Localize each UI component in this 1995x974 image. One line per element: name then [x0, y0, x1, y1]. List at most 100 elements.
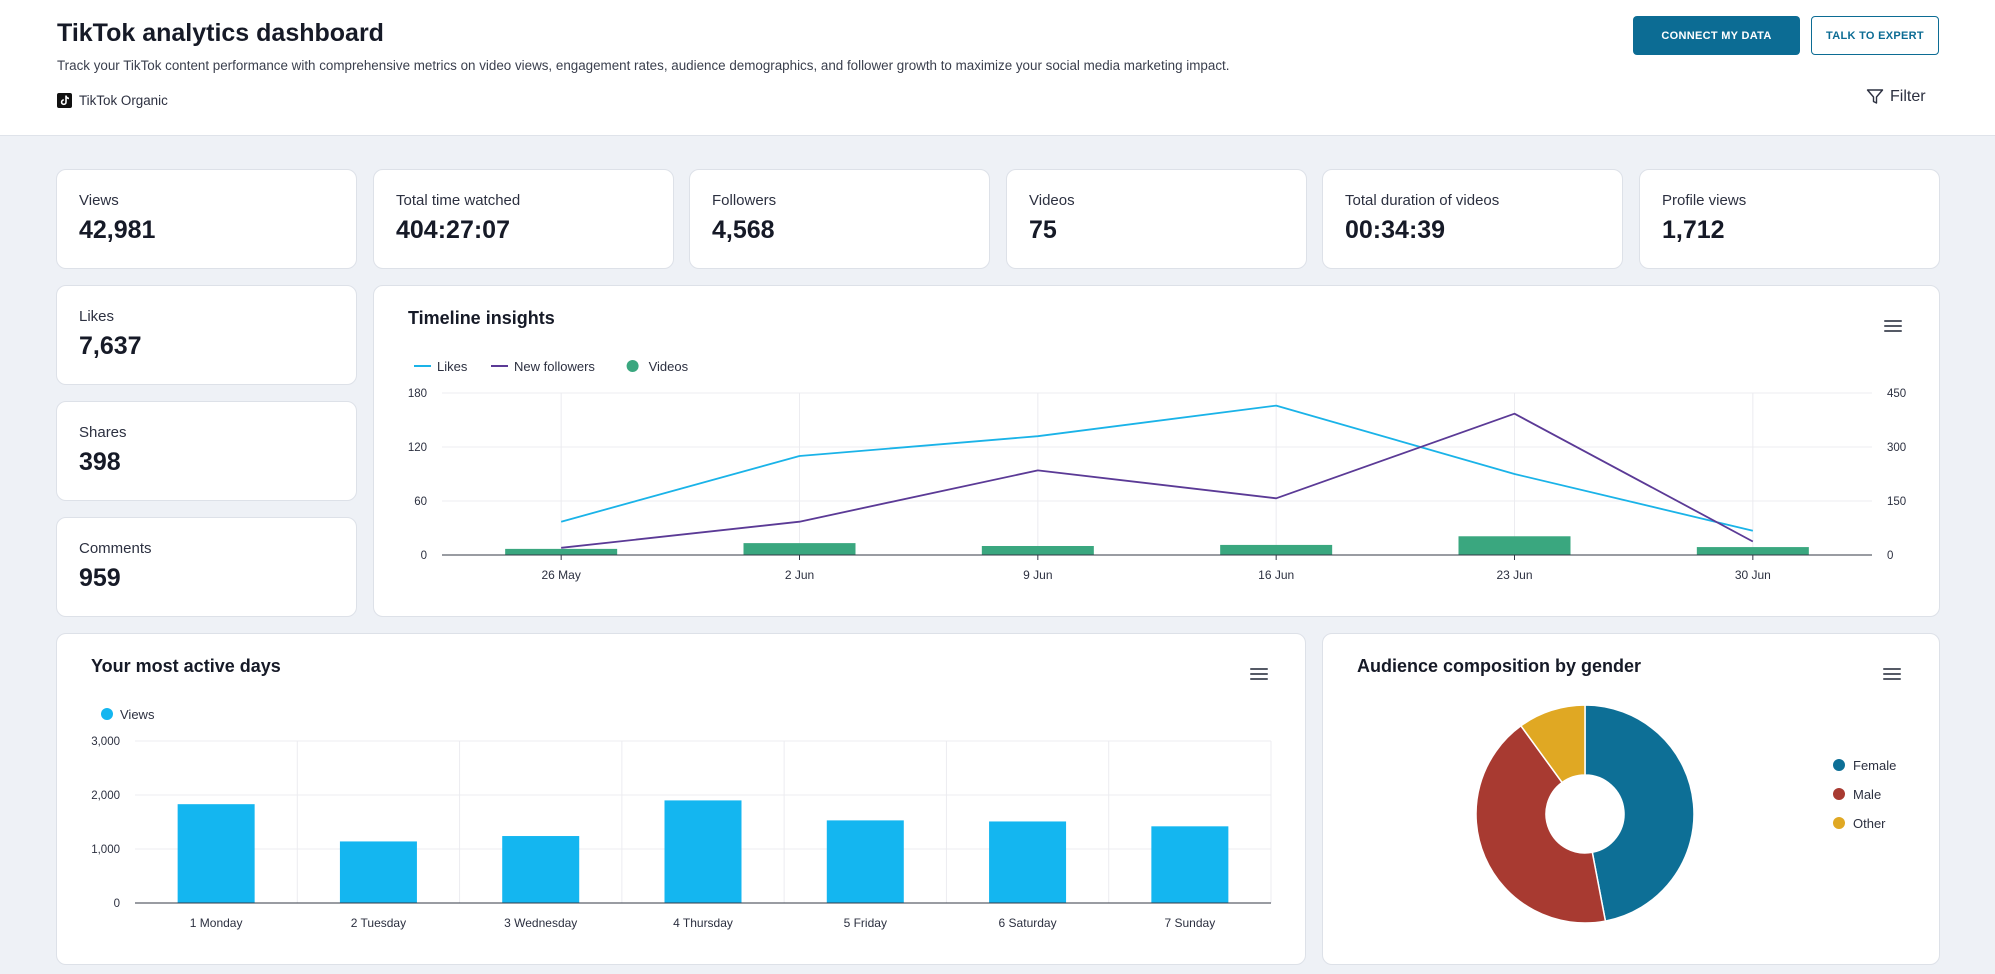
kpi-card-comments: Comments 959 [56, 517, 357, 617]
page-header: TikTok analytics dashboard Track your Ti… [0, 0, 1995, 136]
filter-button[interactable]: Filter [1866, 88, 1926, 106]
chart-menu-icon[interactable] [1250, 668, 1268, 682]
kpi-card-followers: Followers 4,568 [689, 169, 990, 269]
y-right-tick-label: 150 [1887, 496, 1906, 508]
x-tick-label: 3 Wednesday [504, 916, 577, 930]
y-tick-label: 0 [114, 898, 120, 910]
bar-views [826, 820, 904, 903]
bar-videos [1458, 536, 1571, 555]
bar-views [339, 841, 417, 903]
slice-other [1519, 704, 1586, 784]
most-active-days-panel: Your most active days Views 0 1,000 2,000 3,… [56, 633, 1306, 965]
y-right-tick-label: 450 [1887, 388, 1906, 400]
y-right-tick-label: 300 [1887, 442, 1906, 454]
kpi-card-total-time-watched: Total time watched 404:27:07 [373, 169, 674, 269]
kpi-value: 959 [79, 564, 121, 592]
kpi-card-likes: Likes 7,637 [56, 285, 357, 385]
x-tick-label: 1 Monday [190, 916, 243, 930]
x-tick-label: 2 Tuesday [351, 916, 406, 930]
x-tick-label: 23 Jun [1496, 568, 1532, 582]
y-left-tick-label: 180 [408, 388, 427, 400]
x-tick-label: 26 May [541, 568, 580, 582]
y-tick-label: 2,000 [91, 790, 120, 802]
y-tick-label: 1,000 [91, 844, 120, 856]
tiktok-icon [57, 93, 72, 108]
gender-composition-panel: Audience composition by gender Female Mal… [1322, 633, 1940, 965]
kpi-label: Total duration of videos [1345, 192, 1500, 209]
line-likes [560, 404, 1754, 532]
y-right-tick-label: 0 [1887, 550, 1893, 562]
filter-label: Filter [1890, 88, 1926, 105]
bar-views [177, 804, 255, 903]
kpi-label: Shares [79, 424, 127, 441]
bar-videos [1220, 544, 1333, 555]
legend-swatch-videos [626, 360, 639, 372]
timeline-insights-panel: Timeline insights Likes New followers Vide… [373, 285, 1940, 617]
y-left-tick-label: 0 [421, 550, 427, 562]
bar-videos [743, 543, 856, 555]
x-tick-label: 6 Saturday [999, 916, 1057, 930]
legend-swatch-other [1833, 817, 1845, 829]
active-days-chart: Views 0 1,000 2,000 3,000 1 Monday 2 Tuesday 3 … [91, 707, 1272, 930]
timeline-chart: Likes New followers Videos 0 60 120 180 0 150 300… [408, 359, 1906, 582]
kpi-value: 00:34:39 [1345, 216, 1446, 244]
kpi-card-views: Views 42,981 [56, 169, 357, 269]
kpi-card-videos: Videos 75 [1006, 169, 1307, 269]
bar-views [502, 836, 580, 903]
kpi-card-profile-views: Profile views 1,712 [1639, 169, 1940, 269]
x-tick-label: 7 Sunday [1164, 916, 1215, 930]
kpi-card-total-duration: Total duration of videos 00:34:39 [1322, 169, 1623, 269]
panel-title: Your most active days [91, 656, 281, 676]
talk-to-expert-button[interactable]: TALK TO EXPERT [1811, 16, 1939, 55]
bar-videos [981, 546, 1094, 555]
chart-menu-icon[interactable] [1884, 320, 1902, 334]
connect-my-data-button[interactable]: CONNECT MY DATA [1633, 16, 1800, 55]
kpi-value: 7,637 [79, 332, 142, 360]
kpi-label: Total time watched [396, 192, 521, 209]
kpi-value: 404:27:07 [396, 216, 510, 244]
page-title: TikTok analytics dashboard [57, 19, 384, 47]
kpi-label: Views [79, 192, 119, 209]
bar-videos [1696, 547, 1809, 555]
bar-views [989, 821, 1067, 903]
bar-views [1151, 826, 1229, 903]
gender-donut-chart: Female Male Other [1475, 704, 1896, 924]
y-left-tick-label: 120 [408, 442, 427, 454]
chart-menu-icon[interactable] [1883, 668, 1901, 682]
legend-label: Videos [649, 359, 689, 374]
x-tick-label: 4 Thursday [673, 916, 733, 930]
bar-videos [505, 548, 618, 555]
slice-male [1475, 724, 1607, 924]
legend-label: Female [1853, 758, 1896, 773]
kpi-label: Profile views [1662, 192, 1747, 209]
panel-title: Timeline insights [408, 308, 555, 328]
kpi-label: Followers [712, 192, 777, 209]
data-source: TikTok Organic [57, 93, 168, 108]
y-tick-label: 3,000 [91, 736, 120, 748]
slice-female [1584, 704, 1695, 922]
kpi-value: 75 [1029, 216, 1057, 244]
filter-icon [1866, 89, 1884, 104]
page-subtitle: Track your TikTok content performance wi… [57, 58, 1230, 73]
kpi-value: 4,568 [712, 216, 775, 244]
kpi-card-shares: Shares 398 [56, 401, 357, 501]
legend-label: Views [120, 707, 155, 722]
x-tick-label: 2 Jun [785, 568, 814, 582]
legend-swatch-female [1833, 759, 1845, 771]
kpi-label: Videos [1029, 192, 1075, 209]
kpi-value: 398 [79, 448, 121, 476]
data-source-label: TikTok Organic [79, 93, 168, 108]
legend-label: New followers [514, 359, 595, 374]
x-tick-label: 5 Friday [844, 916, 887, 930]
legend-label: Male [1853, 787, 1881, 802]
panel-title: Audience composition by gender [1357, 656, 1642, 676]
bar-views [664, 800, 742, 903]
legend-label: Other [1853, 816, 1886, 831]
line-new-followers [561, 412, 1754, 549]
kpi-label: Likes [79, 308, 115, 325]
legend-swatch-views [101, 708, 113, 720]
kpi-value: 42,981 [79, 216, 156, 244]
kpi-label: Comments [79, 540, 152, 557]
x-tick-label: 9 Jun [1023, 568, 1052, 582]
legend-label: Likes [437, 359, 468, 374]
